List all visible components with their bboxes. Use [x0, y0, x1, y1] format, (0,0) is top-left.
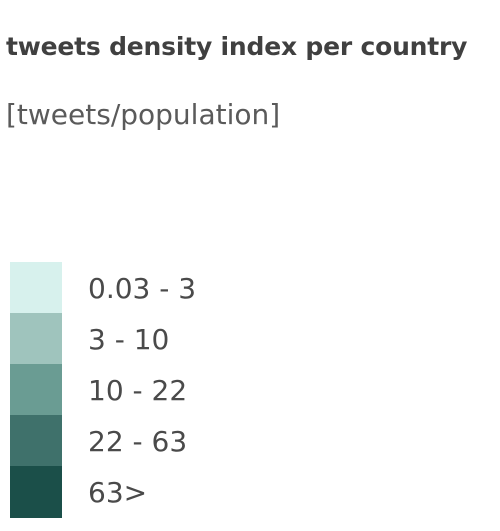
legend-item: 10 - 22 [10, 364, 310, 416]
legend-swatch [10, 262, 62, 314]
legend-swatch [10, 415, 62, 467]
legend-swatch [10, 364, 62, 416]
legend-swatch [10, 313, 62, 365]
legend-label: 22 - 63 [88, 425, 188, 458]
legend-title: tweets density index per country [6, 32, 468, 61]
legend-item: 3 - 10 [10, 313, 310, 365]
legend-label: 63> [88, 476, 148, 509]
legend-label: 0.03 - 3 [88, 272, 197, 305]
legend-item: 22 - 63 [10, 415, 310, 467]
legend-label: 10 - 22 [88, 374, 188, 407]
choropleth-legend: 0.03 - 3 3 - 10 10 - 22 22 - 63 63> [10, 262, 310, 518]
legend-swatch [10, 466, 62, 518]
legend-subtitle: [tweets/population] [6, 98, 281, 131]
legend-item: 63> [10, 466, 310, 518]
legend-item: 0.03 - 3 [10, 262, 310, 314]
legend-label: 3 - 10 [88, 323, 170, 356]
